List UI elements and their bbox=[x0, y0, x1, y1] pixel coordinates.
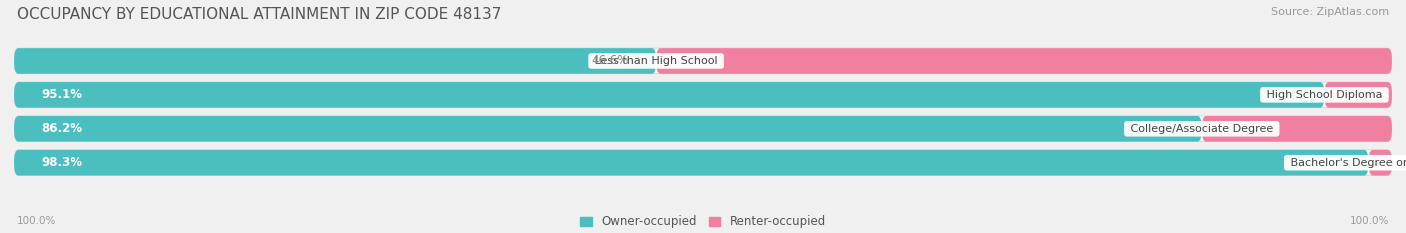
FancyBboxPatch shape bbox=[14, 48, 1392, 74]
Text: OCCUPANCY BY EDUCATIONAL ATTAINMENT IN ZIP CODE 48137: OCCUPANCY BY EDUCATIONAL ATTAINMENT IN Z… bbox=[17, 7, 502, 22]
FancyBboxPatch shape bbox=[14, 116, 1392, 142]
Text: Source: ZipAtlas.com: Source: ZipAtlas.com bbox=[1271, 7, 1389, 17]
Text: 100.0%: 100.0% bbox=[1350, 216, 1389, 226]
FancyBboxPatch shape bbox=[14, 82, 1324, 108]
Text: Less than High School: Less than High School bbox=[591, 56, 721, 66]
Text: College/Associate Degree: College/Associate Degree bbox=[1128, 124, 1277, 134]
FancyBboxPatch shape bbox=[14, 150, 1392, 175]
FancyBboxPatch shape bbox=[14, 82, 1392, 108]
Text: Bachelor's Degree or higher: Bachelor's Degree or higher bbox=[1286, 158, 1406, 168]
Text: 86.2%: 86.2% bbox=[42, 122, 83, 135]
FancyBboxPatch shape bbox=[14, 150, 1368, 175]
Text: 100.0%: 100.0% bbox=[17, 216, 56, 226]
Text: High School Diploma: High School Diploma bbox=[1263, 90, 1386, 100]
FancyBboxPatch shape bbox=[14, 116, 1202, 142]
FancyBboxPatch shape bbox=[657, 48, 1392, 74]
Legend: Owner-occupied, Renter-occupied: Owner-occupied, Renter-occupied bbox=[575, 211, 831, 233]
FancyBboxPatch shape bbox=[1202, 116, 1392, 142]
FancyBboxPatch shape bbox=[1368, 150, 1392, 175]
Text: 98.3%: 98.3% bbox=[42, 156, 83, 169]
FancyBboxPatch shape bbox=[1324, 82, 1392, 108]
FancyBboxPatch shape bbox=[14, 48, 657, 74]
Text: 46.6%: 46.6% bbox=[591, 55, 628, 68]
Text: 95.1%: 95.1% bbox=[42, 88, 83, 101]
